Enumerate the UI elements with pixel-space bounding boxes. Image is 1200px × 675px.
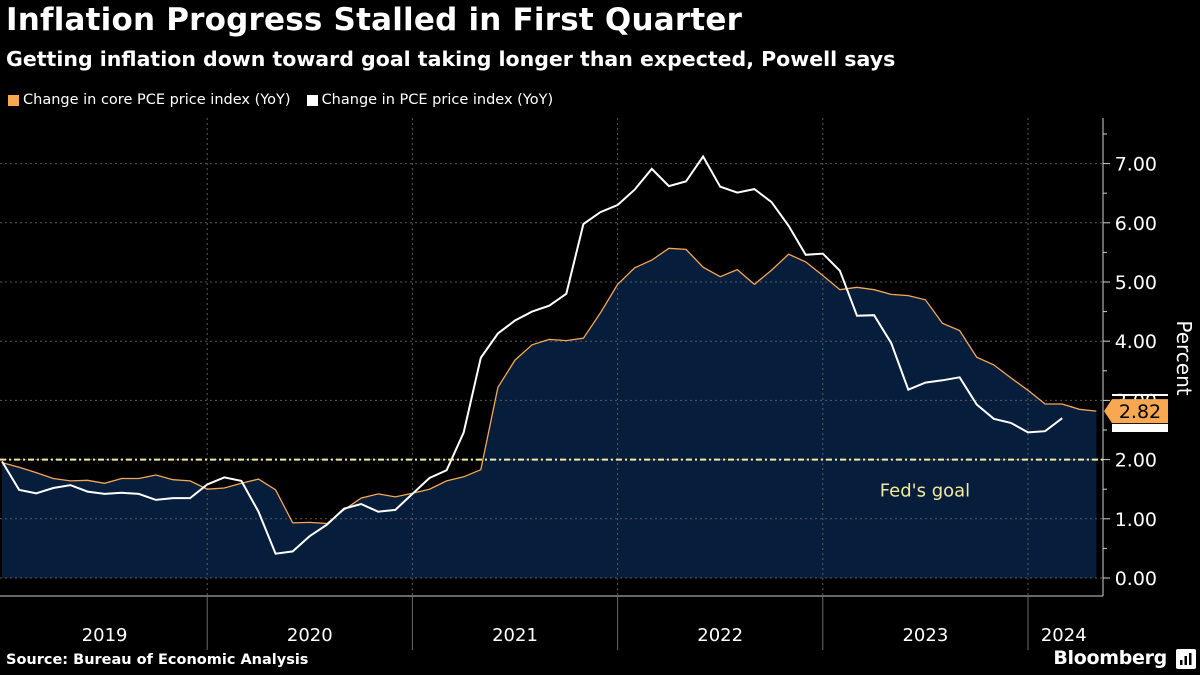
chart-subtitle: Getting inflation down toward goal takin… <box>6 47 896 71</box>
last-value-box <box>1104 399 1168 424</box>
x-tick-label: 2021 <box>492 625 538 646</box>
fed-goal-label: Fed's goal <box>880 481 970 502</box>
x-tick-label: 2020 <box>287 625 333 646</box>
legend-swatch-core-pce <box>8 94 19 106</box>
y-tick-label: 5.00 <box>1115 272 1157 294</box>
bloomberg-logo: Bloomberg <box>1053 647 1167 669</box>
core-pce-line <box>1 247 1097 525</box>
legend-item-pce: Change in PCE price index (YoY) <box>306 92 554 108</box>
chart-source: Source: Bureau of Economic Analysis <box>6 652 309 668</box>
y-tick-label: 6.00 <box>1115 213 1157 235</box>
y-axis-title: Percent <box>1172 320 1196 395</box>
bloomberg-icon <box>1176 649 1196 669</box>
y-tick-label: 4.00 <box>1115 331 1157 353</box>
last-value-underlay <box>1112 394 1168 396</box>
legend-swatch-pce <box>306 94 318 106</box>
y-tick-label: 1.00 <box>1115 509 1157 531</box>
x-tick-label: 2019 <box>82 625 128 646</box>
x-tick-label: 2024 <box>1041 625 1087 646</box>
x-tick-label: 2022 <box>697 625 743 646</box>
x-tick-label: 2023 <box>902 625 948 646</box>
legend-label-core-pce: Change in core PCE price index (YoY) <box>23 92 291 108</box>
pce-line <box>1 154 1063 555</box>
chart-legend: Change in core PCE price index (YoY) Cha… <box>8 92 553 108</box>
last-value-label: 2.82 <box>1119 401 1161 423</box>
y-tick-label: 0.00 <box>1115 568 1157 590</box>
chart-title: Inflation Progress Stalled in First Quar… <box>6 2 743 38</box>
core-pce-area <box>2 248 1097 579</box>
legend-item-core-pce: Change in core PCE price index (YoY) <box>8 92 291 108</box>
legend-label-pce: Change in PCE price index (YoY) <box>321 92 554 108</box>
y-tick-label: 7.00 <box>1115 154 1157 176</box>
pce-last-value-strip <box>1112 424 1168 432</box>
y-tick-label: 2.00 <box>1115 450 1157 472</box>
